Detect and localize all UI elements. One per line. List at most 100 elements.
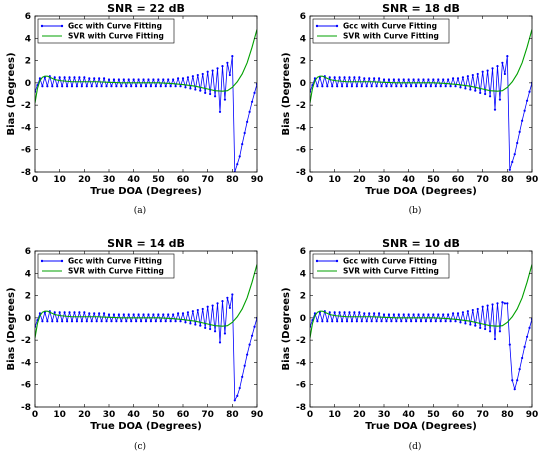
data-point <box>73 76 76 79</box>
data-point <box>61 85 64 88</box>
data-point <box>167 313 170 316</box>
data-point <box>169 85 172 88</box>
y-tick-label: 6 <box>25 247 31 257</box>
legend-marker <box>335 24 339 28</box>
data-point <box>459 321 462 324</box>
data-point <box>508 343 511 346</box>
data-point <box>328 311 331 314</box>
data-point <box>243 364 246 367</box>
data-point <box>521 356 524 360</box>
x-tick-label: 60 <box>177 410 190 420</box>
data-point <box>58 76 61 79</box>
data-point <box>333 76 336 79</box>
chart-title: SNR = 10 dB <box>382 237 460 250</box>
data-point <box>147 78 150 81</box>
legend-box <box>312 18 450 44</box>
x-tick-label: 60 <box>177 175 190 185</box>
data-point <box>179 320 182 323</box>
data-point <box>432 313 435 316</box>
data-point <box>392 78 395 81</box>
data-point <box>206 70 209 73</box>
data-point <box>154 320 157 323</box>
chart-panel-2: 0 10 20 30 40 50 60 70 80 90 -8 -6 -4 -2 0 2 4 6 SNR = 14 … <box>6 237 263 452</box>
data-point <box>385 85 388 88</box>
y-tick-label: 0 <box>25 79 31 89</box>
chart-panel-1: 0 10 20 30 40 50 60 70 80 90 -8 -6 -4 -2 0 2 4 6 SNR = 18 … <box>281 2 538 216</box>
data-point <box>201 72 204 76</box>
x-tick-label: 20 <box>353 410 366 420</box>
data-point <box>481 70 484 73</box>
data-point <box>209 92 212 96</box>
data-point <box>511 379 514 382</box>
data-point <box>38 77 42 80</box>
data-point <box>493 337 497 341</box>
data-point <box>392 313 395 316</box>
legend-marker <box>40 259 44 263</box>
y-axis-label: Bias (Degrees) <box>6 52 17 135</box>
data-point <box>316 320 319 323</box>
data-point <box>395 320 398 323</box>
data-point <box>144 85 148 88</box>
y-tick-label: 0 <box>300 79 306 89</box>
data-point <box>439 320 442 323</box>
y-tick-label: -2 <box>296 101 306 111</box>
data-point <box>412 78 415 81</box>
data-point <box>164 85 167 88</box>
x-tick-label: 10 <box>53 410 66 420</box>
data-point <box>199 89 202 92</box>
data-point <box>218 341 222 344</box>
data-point <box>456 77 460 80</box>
legend-label-svr: SVR with Curve Fitting <box>343 267 439 276</box>
subfigure-caption: (a) <box>134 205 146 216</box>
data-point <box>80 320 83 323</box>
data-point <box>149 85 153 88</box>
data-point <box>429 85 432 88</box>
data-point <box>115 320 118 323</box>
data-point <box>139 85 143 88</box>
legend-label-svr: SVR with Curve Fitting <box>68 32 164 41</box>
x-tick-label: 80 <box>226 410 239 420</box>
data-point <box>70 85 74 88</box>
x-tick-label: 70 <box>201 175 214 185</box>
data-point <box>471 73 474 77</box>
data-point <box>358 311 361 314</box>
data-point <box>152 78 155 81</box>
series-line-svr <box>35 264 257 339</box>
data-point <box>360 320 363 323</box>
x-tick-label: 30 <box>103 175 116 185</box>
x-axis-label: True DOA (Degrees) <box>365 186 477 197</box>
x-tick-label: 40 <box>402 410 415 420</box>
data-point <box>518 130 521 133</box>
data-point <box>493 108 497 111</box>
data-point <box>427 313 430 316</box>
data-point <box>466 75 469 78</box>
data-point <box>417 78 420 81</box>
data-point <box>250 100 254 103</box>
data-point <box>110 85 113 88</box>
data-point <box>476 72 479 76</box>
data-point <box>336 85 339 88</box>
data-point <box>525 99 529 102</box>
data-point <box>85 320 88 323</box>
data-point <box>132 78 135 81</box>
data-point <box>95 320 98 323</box>
x-tick-label: 40 <box>127 410 140 420</box>
data-point <box>429 320 432 323</box>
data-point <box>412 313 415 316</box>
y-tick-label: 2 <box>25 292 31 302</box>
data-point <box>93 312 96 315</box>
y-tick-label: 4 <box>25 269 31 279</box>
x-tick-label: 80 <box>226 175 239 185</box>
chart-title: SNR = 18 dB <box>382 2 460 15</box>
data-point <box>206 305 209 308</box>
data-point <box>139 320 143 323</box>
data-point <box>454 85 457 88</box>
y-tick-label: 6 <box>300 247 306 257</box>
x-tick-label: 70 <box>476 410 489 420</box>
data-point <box>88 77 91 80</box>
data-point <box>120 320 123 323</box>
data-point <box>469 323 472 326</box>
data-point <box>181 312 185 315</box>
series-line-svr <box>310 264 532 339</box>
data-point <box>402 78 405 81</box>
